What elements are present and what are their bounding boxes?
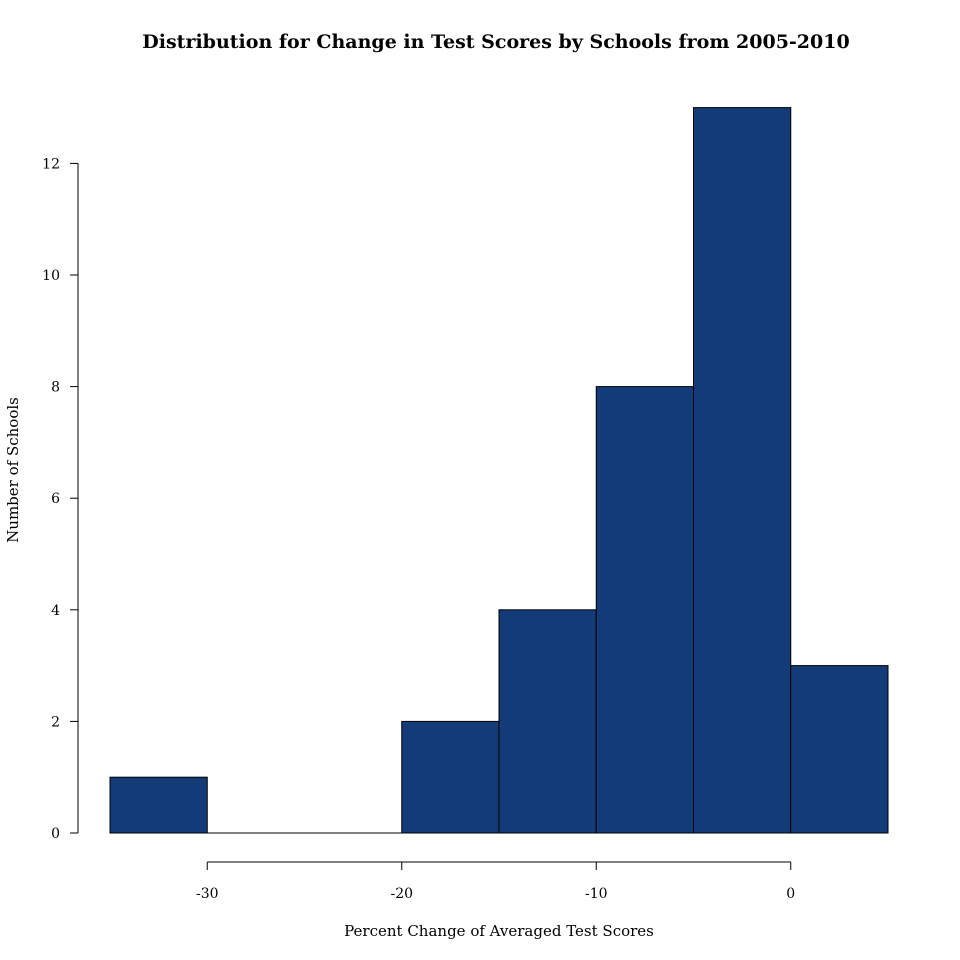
- x-axis: -30 -20 -10 0: [196, 861, 795, 902]
- x-tick-label: -20: [390, 886, 413, 902]
- x-tick-label: 0: [786, 886, 795, 902]
- histogram-bars: [109, 107, 889, 834]
- x-tick-label: -10: [585, 886, 608, 902]
- y-tick-label: 0: [51, 826, 60, 842]
- y-tick-label: 2: [51, 714, 60, 730]
- chart-title: Distribution for Change in Test Scores b…: [142, 31, 849, 53]
- histogram-bar: [109, 776, 208, 834]
- x-tick-label: -30: [196, 886, 219, 902]
- y-tick-label: 10: [42, 268, 60, 284]
- histogram-bar: [401, 720, 500, 834]
- y-axis: 0 2 4 6 8 10 12: [42, 156, 79, 842]
- y-tick-label: 6: [51, 491, 60, 507]
- x-axis-label: Percent Change of Averaged Test Scores: [344, 922, 654, 940]
- y-tick-label: 12: [42, 156, 60, 172]
- histogram-bar: [498, 609, 597, 834]
- y-axis-label: Number of Schools: [4, 397, 22, 543]
- histogram-bar: [595, 386, 694, 834]
- y-tick-label: 8: [51, 380, 60, 396]
- y-tick-label: 4: [51, 603, 60, 619]
- histogram-bar: [790, 665, 889, 834]
- histogram-bar: [693, 107, 792, 834]
